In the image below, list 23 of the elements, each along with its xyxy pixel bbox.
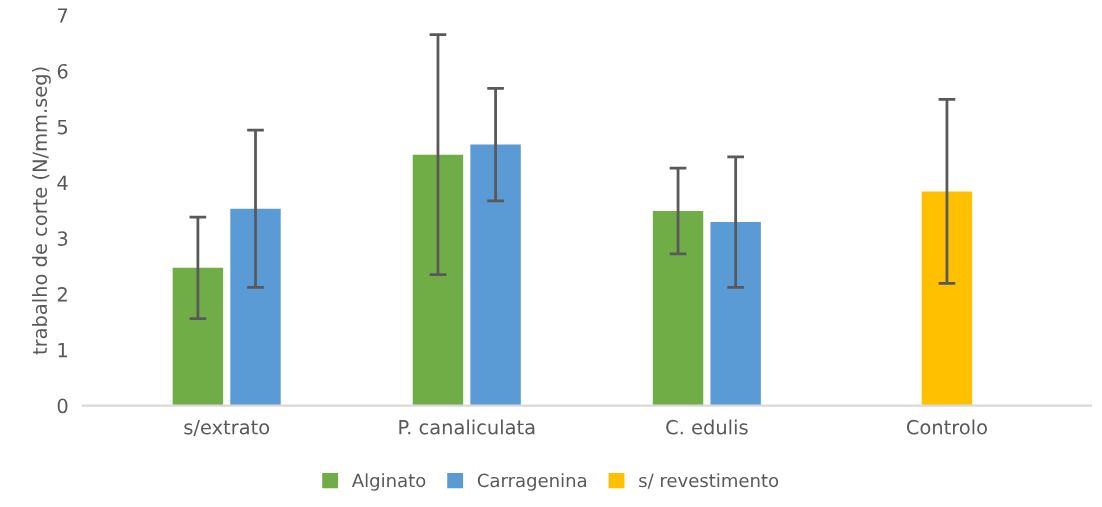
bar xyxy=(172,267,224,406)
bar xyxy=(470,144,521,406)
bar xyxy=(652,210,704,406)
y-tick-label: 7 xyxy=(57,8,68,23)
bar xyxy=(921,191,973,406)
y-tick-label: 6 xyxy=(57,63,68,79)
legend-label: s/ revestimento xyxy=(639,473,779,489)
x-tick-label: Controlo xyxy=(906,419,987,435)
y-tick-label: 5 xyxy=(57,119,68,135)
y-tick-label: 4 xyxy=(57,175,68,190)
y-tick-label: 1 xyxy=(58,343,67,358)
x-tick-label: s/extrato xyxy=(184,420,270,437)
legend-label: Alginato xyxy=(351,473,426,491)
bar xyxy=(230,208,281,406)
y-tick-label: 0 xyxy=(57,398,68,414)
bar xyxy=(412,154,464,406)
x-tick-label: P. canaliculata xyxy=(399,419,535,435)
x-tick-label: C. edulis xyxy=(666,419,748,435)
y-tick-label: 3 xyxy=(57,231,68,246)
bar xyxy=(710,222,761,406)
y-tick-label: 2 xyxy=(57,287,67,302)
y-axis-title: trabalho de corte (N/mm.seg) xyxy=(32,67,51,355)
legend-label: Carragenina xyxy=(477,473,586,491)
